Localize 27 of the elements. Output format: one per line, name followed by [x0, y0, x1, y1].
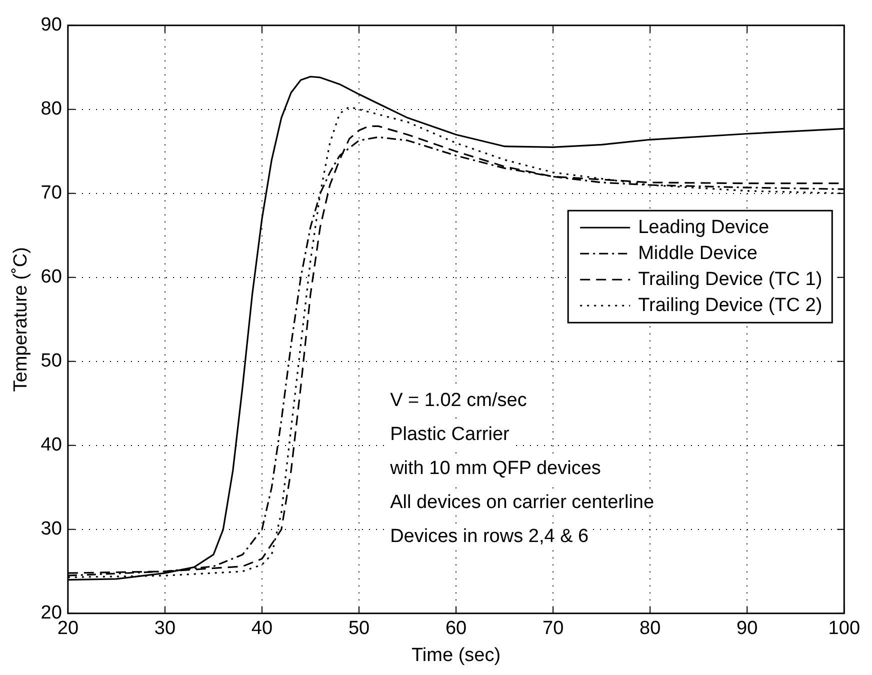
- x-tick-label: 30: [154, 618, 176, 640]
- y-tick-label: 40: [40, 434, 62, 456]
- annotation: All devices on carrier centerline: [390, 492, 654, 513]
- legend-label: Leading Device: [638, 216, 770, 238]
- annotation: V = 1.02 cm/sec: [390, 390, 527, 411]
- x-tick-label: 20: [57, 618, 79, 640]
- x-tick-label: 90: [736, 618, 758, 640]
- y-tick-label: 80: [40, 98, 62, 120]
- y-tick-label: 70: [40, 182, 62, 204]
- x-axis-title: Time (sec): [412, 644, 501, 666]
- legend-label: Trailing Device (TC 1): [638, 268, 822, 290]
- annotation: Plastic Carrier: [390, 424, 510, 445]
- x-tick-label: 100: [828, 618, 860, 640]
- legend-label: Trailing Device (TC 2): [638, 294, 822, 316]
- y-axis-title: Temperature (˚C): [10, 247, 32, 392]
- x-tick-label: 60: [445, 618, 467, 640]
- legend-label: Middle Device: [638, 242, 758, 264]
- x-tick-label: 70: [542, 618, 564, 640]
- x-tick-label: 80: [640, 618, 661, 640]
- y-tick-label: 30: [40, 518, 62, 540]
- x-tick-label: 50: [348, 618, 370, 640]
- x-tick-label: 40: [251, 618, 273, 640]
- annotation: with 10 mm QFP devices: [389, 458, 601, 479]
- y-tick-label: 50: [40, 350, 62, 372]
- y-tick-label: 60: [40, 266, 62, 288]
- y-tick-label: 90: [40, 14, 62, 36]
- annotation: Devices in rows 2,4 & 6: [390, 526, 589, 547]
